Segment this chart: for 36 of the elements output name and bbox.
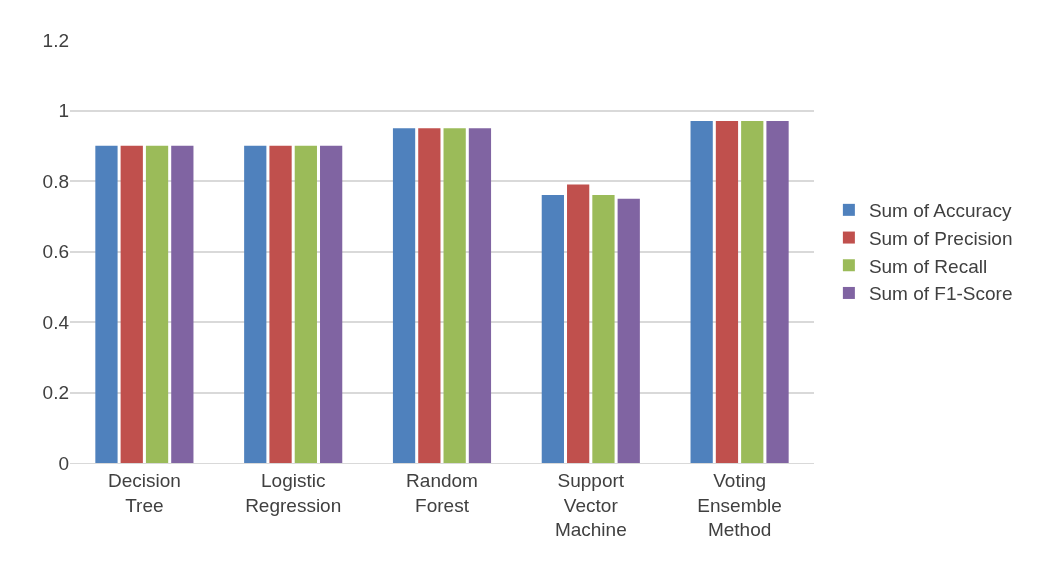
legend-label: Sum of Precision xyxy=(868,227,1013,249)
y-tick-label: 0.6 xyxy=(42,241,69,263)
bar xyxy=(418,128,441,463)
bar xyxy=(294,145,317,463)
y-tick-label: 0.2 xyxy=(42,382,69,404)
bar xyxy=(171,145,194,463)
bar xyxy=(715,121,739,463)
bar xyxy=(541,195,564,463)
bar xyxy=(592,195,615,463)
y-tick-label: 1.2 xyxy=(42,29,69,51)
legend-label: Sum of F1-Score xyxy=(868,283,1013,305)
legend-label: Sum of Accuracy xyxy=(868,200,1012,222)
y-tick-label: 0.8 xyxy=(42,170,69,192)
bar xyxy=(468,128,492,463)
y-tick-label: 0.4 xyxy=(42,311,70,333)
bar xyxy=(320,145,343,463)
bar xyxy=(443,128,466,463)
x-tick-label: Voting Ensemble Method xyxy=(697,469,782,541)
bar xyxy=(766,121,789,463)
x-tick-label: Decision Tree xyxy=(107,469,181,516)
x-tick-label: Support Vector Machine xyxy=(554,469,627,541)
x-tick-label: Logistic Regression xyxy=(245,469,342,516)
bar xyxy=(392,128,416,463)
bar xyxy=(617,198,640,463)
y-tick-label: 0 xyxy=(58,452,69,474)
bar xyxy=(567,184,590,463)
bar xyxy=(244,145,267,463)
bar xyxy=(741,121,764,463)
bar xyxy=(120,145,143,463)
bar xyxy=(145,145,169,463)
bar xyxy=(269,145,292,463)
y-tick-label: 1 xyxy=(58,100,69,122)
bar xyxy=(690,121,713,463)
bar xyxy=(95,145,118,463)
legend-label: Sum of Recall xyxy=(868,255,988,277)
x-tick-label: Random Forest xyxy=(406,469,478,516)
